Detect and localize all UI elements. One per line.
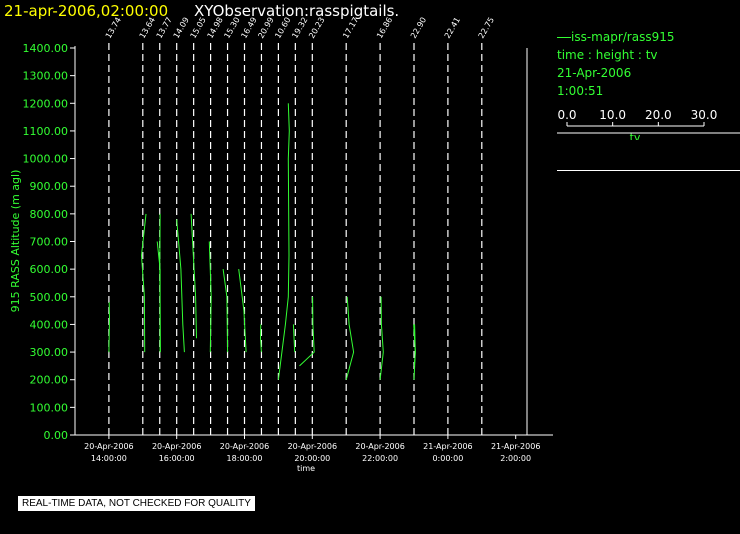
x-axis-ticks: 20-Apr-2006 14:00:00 20-Apr-2006 16:00:00 20…	[84, 435, 540, 463]
profile-label: 17.17	[341, 16, 360, 40]
x-tick-date: 20-Apr-2006	[355, 442, 404, 451]
legend-series-name: iss-mapr/rass915	[571, 30, 675, 44]
title-observation: XYObservation:rasspigtails.	[194, 2, 400, 20]
y-tick-label: 1300.00	[23, 70, 69, 83]
profile-label: 19.32	[290, 16, 309, 40]
y-tick-label: 500.00	[30, 291, 69, 304]
y-tick-label: 800.00	[30, 208, 69, 221]
y-tick-label: 700.00	[30, 236, 69, 249]
x-tick-date: 20-Apr-2006	[84, 442, 133, 451]
profile-trace	[259, 324, 262, 353]
y-axis-label: 915 RASS Altitude (m agl)	[9, 170, 22, 313]
y-tick-label: 0.00	[44, 429, 69, 442]
x-tick-time: 18:00:00	[227, 454, 263, 463]
profile-label: 20.23	[307, 16, 326, 40]
x-tick-date: 20-Apr-2006	[152, 442, 201, 451]
legend-scale-label: tv	[630, 131, 641, 140]
y-tick-label: 1200.00	[23, 97, 69, 110]
profile-label: 14.98	[206, 16, 225, 40]
profile-label: 16.86	[375, 16, 394, 40]
profile-label: 15.30	[222, 16, 241, 40]
profile-trace	[190, 213, 197, 339]
legend-line-swatch	[557, 37, 571, 38]
profile-label: 16.49	[239, 16, 258, 40]
legend-date: 21-Apr-2006	[557, 66, 632, 80]
legend-scale-tick-label: 0.0	[557, 108, 576, 122]
y-tick-label: 600.00	[30, 263, 69, 276]
x-tick-time: 16:00:00	[159, 454, 195, 463]
legend-series-entry: iss-mapr/rass915	[557, 30, 675, 44]
y-tick-label: 100.00	[30, 401, 69, 414]
legend-divider	[557, 170, 740, 171]
profile-label: 20.99	[256, 16, 275, 40]
y-tick-label: 1000.00	[23, 153, 69, 166]
y-tick-label: 400.00	[30, 318, 69, 331]
profile-label: 14.09	[172, 16, 191, 40]
title-date-time: 21-apr-2006,02:00:00	[4, 2, 169, 20]
legend-scale-tick-label: 20.0	[645, 108, 672, 122]
profile-trace	[413, 324, 416, 366]
axes	[74, 46, 553, 436]
profile-trace	[299, 296, 315, 367]
x-axis-label: time	[297, 464, 315, 473]
profile-trace	[379, 296, 384, 380]
profile-traces	[108, 103, 416, 380]
profile-trace	[108, 302, 111, 353]
x-tick-date: 20-Apr-2006	[220, 442, 269, 451]
profile-label: 10.60	[273, 16, 292, 40]
profile-baselines	[108, 40, 528, 435]
y-tick-label: 300.00	[30, 346, 69, 359]
profile-trace	[345, 296, 355, 380]
y-tick-label: 200.00	[30, 374, 69, 387]
y-tick-label: 900.00	[30, 180, 69, 193]
profile-trace	[238, 269, 247, 353]
profile-label: 13.64	[138, 16, 157, 40]
x-tick-time: 20:00:00	[294, 454, 330, 463]
profile-label: 22.90	[409, 16, 428, 40]
profile-label: 15.05	[189, 16, 208, 40]
legend-scale-tick-label: 30.0	[691, 108, 718, 122]
legend-scale: 0.0 10.0 20.0 30.0 tv	[557, 108, 740, 140]
profile-label: 13.77	[155, 16, 174, 40]
legend-mapping: time : height : tv	[557, 48, 658, 62]
profile-label: 22.41	[443, 16, 462, 40]
profile-trace	[159, 213, 161, 353]
y-tick-label: 1100.00	[23, 125, 69, 138]
profile-trace	[292, 324, 296, 353]
y-axis-ticks: 0.00 100.00 200.00 300.00 400.00 500.00 600.00…	[23, 42, 75, 442]
x-tick-date: 21-Apr-2006	[491, 442, 540, 451]
profile-trace	[208, 241, 212, 353]
x-tick-time: 0:00:00	[432, 454, 463, 463]
profile-trace	[277, 103, 290, 380]
legend-time: 1:00:51	[557, 84, 604, 98]
x-tick-date: 21-Apr-2006	[423, 442, 472, 451]
profile-trace	[222, 269, 229, 353]
legend-scale-tick-label: 10.0	[599, 108, 626, 122]
x-tick-time: 14:00:00	[91, 454, 127, 463]
profile-labels: 13.74 13.6413.7714.0915.0514.9815.3016.49…	[104, 16, 496, 40]
y-tick-label: 1400.00	[23, 42, 69, 55]
profile-label: 13.74	[104, 16, 123, 40]
x-tick-date: 20-Apr-2006	[288, 442, 337, 451]
profile-trace	[176, 219, 185, 353]
x-tick-time: 2:00:00	[500, 454, 531, 463]
quality-disclaimer: REAL-TIME DATA, NOT CHECKED FOR QUALITY	[18, 496, 255, 511]
legend: iss-mapr/rass915 time : height : tv 21-A…	[557, 30, 740, 171]
x-tick-time: 22:00:00	[362, 454, 398, 463]
profile-trace	[140, 213, 147, 353]
profile-label: 22.75	[477, 16, 496, 40]
